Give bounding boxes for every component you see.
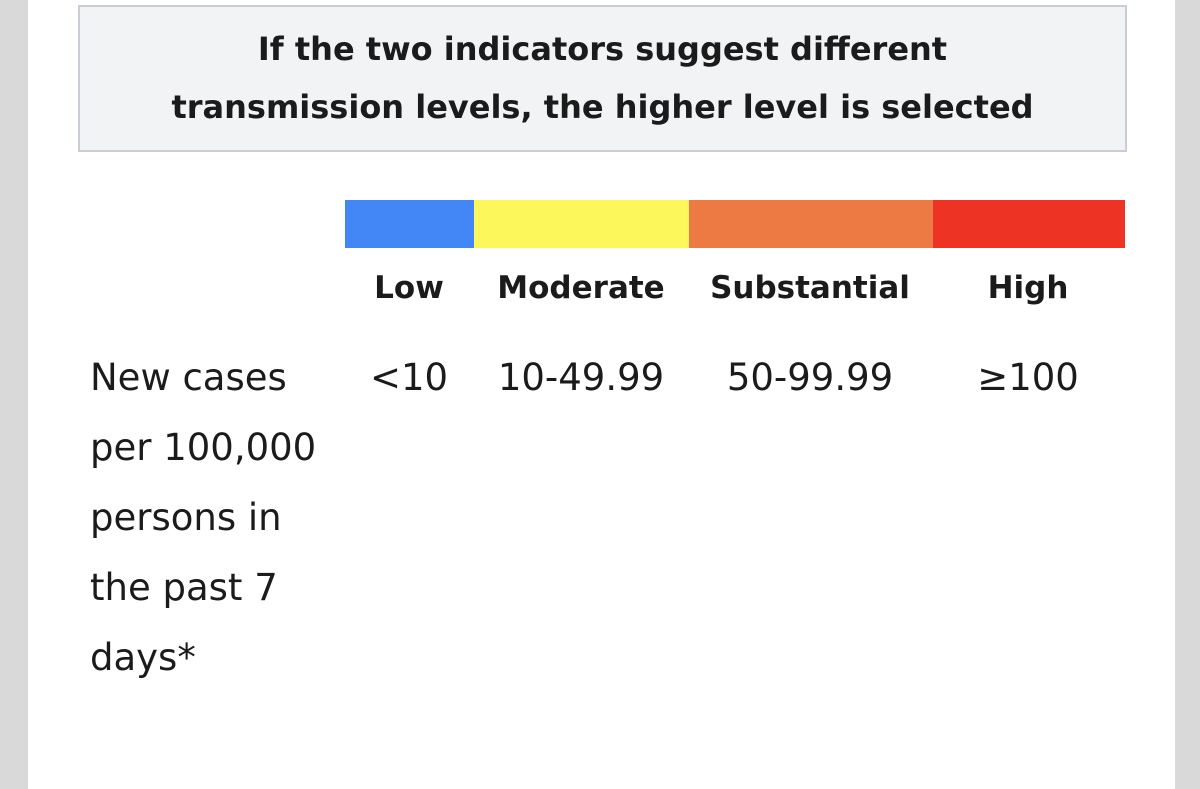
note-text: transmission levels, the higher level is… [171,88,1034,126]
threshold: 50-99.99 [726,356,894,399]
level-color [345,200,474,248]
level-color [689,200,933,248]
level-color [933,200,1125,248]
level-name: Moderate [497,270,665,306]
threshold: 10-49.99 [497,356,665,399]
row-label: New cases per 100,000 persons in the pas… [90,356,317,679]
note-box: If the two indicators suggest different … [78,5,1127,152]
level-name: High [987,270,1069,306]
level-color [474,200,689,248]
level-name: Substantial [710,270,910,306]
level-name: Low [374,270,444,306]
threshold: ≥100 [977,356,1079,399]
threshold: <10 [369,356,449,399]
note-text: If the two indicators suggest different [257,30,948,68]
